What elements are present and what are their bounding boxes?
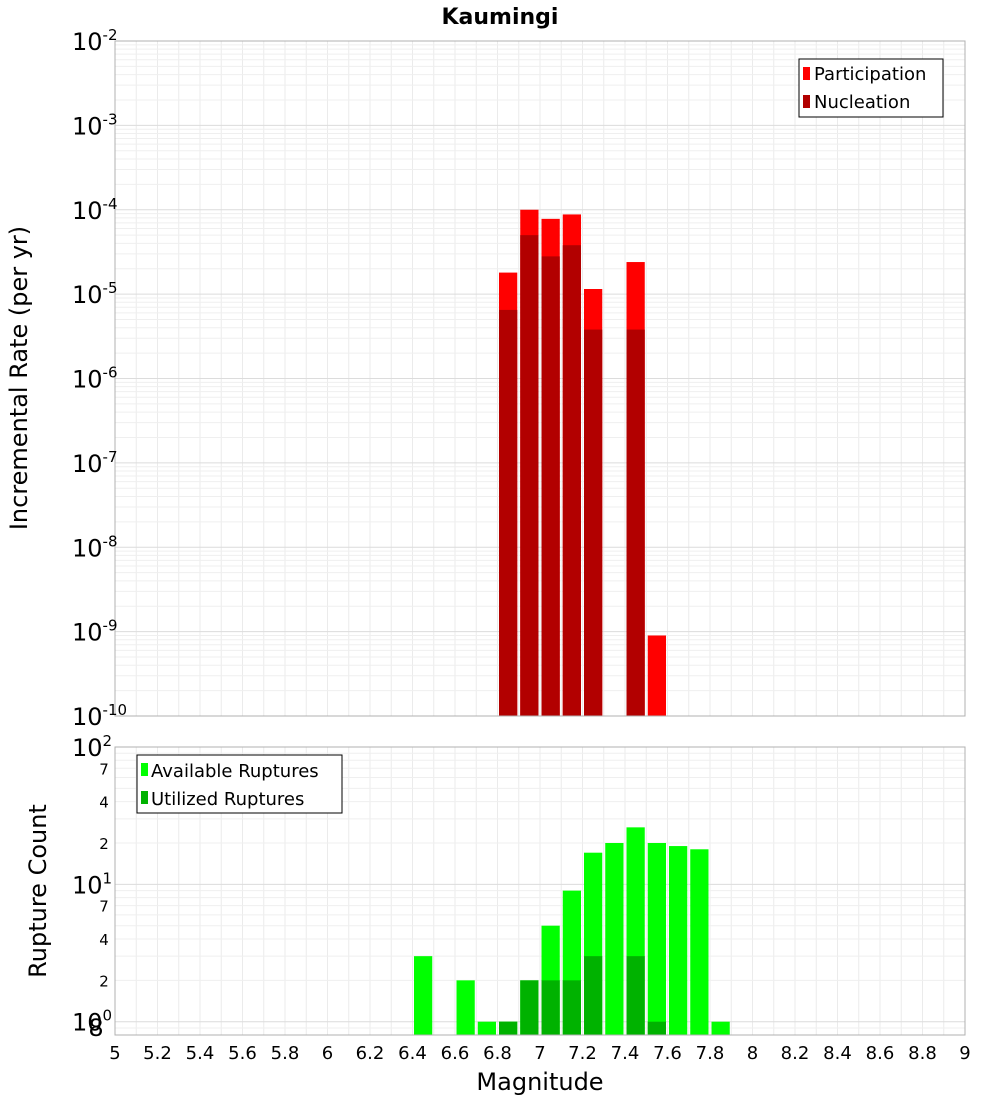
y-tick-exponent: -8 [103, 532, 118, 550]
bottom-plot-frame [114, 746, 966, 1036]
bottom-y-axis-label: Rupture Count [24, 804, 52, 978]
x-tick-label: 5.6 [228, 1043, 257, 1064]
bar-available-ruptures [711, 1021, 730, 1035]
bar-nucleation [541, 256, 560, 716]
bar-utilized-ruptures [499, 1021, 518, 1035]
y-tick-exponent: -10 [103, 701, 128, 719]
bar-available-ruptures [605, 843, 624, 1035]
x-tick-label: 9 [959, 1043, 970, 1064]
x-tick-label: 5.4 [186, 1043, 215, 1064]
x-tick-label: 6.2 [356, 1043, 385, 1064]
y-tick-label: 10-3 [72, 110, 118, 140]
bar-utilized-ruptures [541, 980, 560, 1035]
bar-available-ruptures [414, 956, 433, 1035]
x-tick-label: 6.6 [441, 1043, 470, 1064]
y-tick-exponent: 2 [103, 732, 113, 750]
y-tick-exponent: -2 [103, 26, 118, 44]
x-tick-label: 5.8 [271, 1043, 300, 1064]
y-tick-exponent: -3 [103, 110, 118, 128]
top-legend: Participation Nucleation [798, 58, 944, 118]
bottom-legend: Available Ruptures Utilized Ruptures [136, 754, 343, 814]
y-minor-tick-label: 8 [88, 1014, 103, 1042]
bar-available-ruptures [647, 843, 666, 1035]
y-tick-label: 10-4 [72, 195, 118, 225]
y-tick-label: 102 [72, 732, 112, 762]
y-minor-tick-label: 7 [99, 760, 109, 778]
x-tick-label: 6.8 [483, 1043, 512, 1064]
y-tick-label: 10-10 [72, 701, 127, 731]
x-axis-ticks: 5 5.2 5.4 5.6 5.8 6 6.2 6.4 6.6 6.8 7 7.2 7.4 7.6 7.8 8… [109, 1043, 970, 1064]
x-tick-label: 8.6 [866, 1043, 895, 1064]
x-tick-label: 8.2 [781, 1043, 810, 1064]
x-tick-label: 7.6 [653, 1043, 682, 1064]
top-plot-frame [114, 40, 966, 717]
x-tick-label: 5.2 [143, 1043, 172, 1064]
y-minor-tick-label: 7 [99, 898, 109, 916]
bar-available-ruptures [690, 849, 709, 1035]
y-tick-exponent: -4 [103, 195, 118, 213]
legend-swatch-nucleation [803, 95, 810, 108]
y-minor-tick-label: 4 [99, 931, 109, 949]
bar-nucleation [499, 309, 518, 716]
y-tick-label: 101 [72, 869, 112, 899]
y-tick-label: 10-2 [72, 26, 118, 56]
y-tick-exponent: -7 [103, 448, 118, 466]
x-tick-label: 7.4 [611, 1043, 640, 1064]
bar-utilized-ruptures [584, 956, 603, 1035]
top-y-axis-label: Incremental Rate (per yr) [5, 226, 33, 530]
y-tick-label: 10-8 [72, 532, 118, 562]
y-tick-label: 10-9 [72, 617, 118, 647]
top-grid [114, 41, 966, 717]
legend-swatch-participation [803, 67, 810, 80]
legend-label-nucleation: Nucleation [814, 92, 910, 113]
bar-available-ruptures [456, 980, 475, 1035]
y-tick-exponent: -9 [103, 617, 118, 635]
bar-utilized-ruptures [520, 980, 539, 1035]
y-minor-tick-label: 4 [99, 794, 109, 812]
bar-utilized-ruptures [647, 1021, 666, 1035]
legend-label-available: Available Ruptures [151, 761, 319, 782]
bar-nucleation [562, 245, 581, 717]
chart-title: Kaumingi [442, 5, 559, 30]
bar-available-ruptures [477, 1021, 496, 1035]
x-tick-label: 7.2 [568, 1043, 597, 1064]
x-tick-label: 5 [109, 1043, 120, 1064]
legend-label-utilized: Utilized Ruptures [151, 789, 304, 810]
bar-utilized-ruptures [626, 956, 645, 1035]
bar-nucleation [626, 329, 645, 716]
x-axis-label: Magnitude [476, 1068, 603, 1096]
x-tick-label: 8 [747, 1043, 758, 1064]
x-tick-label: 8.4 [823, 1043, 852, 1064]
y-tick-label: 10-5 [72, 279, 118, 309]
bar-available-ruptures [669, 846, 688, 1035]
bar-nucleation [520, 235, 539, 716]
y-minor-tick-label: 2 [99, 972, 109, 990]
y-tick-exponent: -5 [103, 279, 118, 297]
bottom-grid [114, 747, 966, 1036]
bar-participation [647, 635, 666, 716]
legend-swatch-utilized [141, 791, 148, 804]
y-tick-label: 10-7 [72, 448, 118, 478]
y-tick-exponent: -6 [103, 364, 118, 382]
bar-nucleation [584, 329, 603, 716]
x-tick-label: 7 [534, 1043, 545, 1064]
legend-label-participation: Participation [814, 64, 926, 85]
y-minor-tick-label: 2 [99, 835, 109, 853]
x-tick-label: 8.8 [908, 1043, 937, 1064]
y-tick-label: 10-6 [72, 364, 118, 394]
y-tick-exponent: 1 [103, 869, 113, 887]
top-bars [499, 209, 666, 717]
bottom-bars [414, 827, 730, 1035]
bar-utilized-ruptures [562, 980, 581, 1035]
x-tick-label: 6.4 [398, 1043, 427, 1064]
x-tick-label: 7.8 [696, 1043, 725, 1064]
x-tick-label: 6 [322, 1043, 333, 1064]
legend-swatch-available [141, 763, 148, 776]
y-tick-exponent: 0 [103, 1007, 113, 1025]
